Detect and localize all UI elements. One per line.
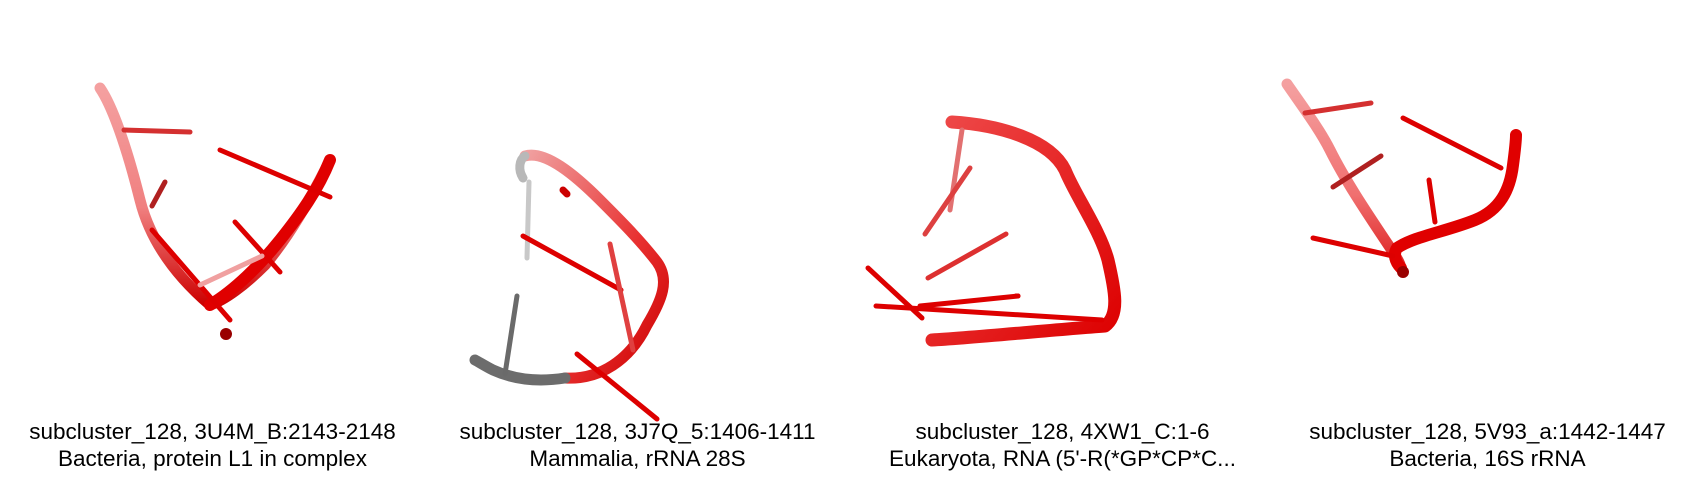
base-stick (232, 219, 283, 275)
base-stick (1302, 100, 1374, 116)
structure-subtitle: Bacteria, protein L1 in complex (58, 446, 367, 471)
base-stick (917, 293, 1021, 309)
rna-cartoon-3j7q (469, 149, 670, 422)
backbone-tube (519, 149, 670, 384)
base-stick (574, 351, 660, 422)
backbone-front (1388, 129, 1522, 274)
structure-title: subcluster_128, 3U4M_B:2143-2148 (29, 419, 396, 444)
base-stick (217, 147, 333, 200)
structure-subtitle: Mammalia, rRNA 28S (529, 446, 746, 471)
base-stick (520, 233, 624, 293)
base-stick (607, 241, 636, 353)
base-stick (1330, 153, 1384, 190)
backbone-tube (94, 82, 336, 311)
base-stick (1400, 115, 1504, 171)
base-stick (873, 303, 1105, 323)
base-stick (524, 179, 532, 261)
structure-caption: subcluster_128, 4XW1_C:1-6 Eukaryota, RN… (850, 418, 1275, 472)
terminus-cap (1397, 266, 1409, 278)
structure-title: subcluster_128, 5V93_a:1442-1447 (1309, 419, 1666, 444)
structure-title: subcluster_128, 3J7Q_5:1406-1411 (459, 419, 816, 444)
structure-caption: subcluster_128, 3U4M_B:2143-2148 Bacteri… (0, 418, 425, 472)
backbone-unaligned (515, 151, 530, 183)
rna-cartoon-4xw1 (865, 115, 1122, 347)
base-stick (1310, 235, 1396, 259)
base-stick (922, 165, 973, 237)
structure-panel-3j7q: subcluster_128, 3J7Q_5:1406-1411 Mammali… (425, 0, 850, 480)
structure-panel-5v93: subcluster_128, 5V93_a:1442-1447 Bacteri… (1275, 0, 1700, 480)
base-stick (925, 231, 1009, 281)
rna-cartoon-5v93 (1281, 78, 1522, 278)
rna-cartoon-3u4m (94, 82, 336, 340)
base-stick (1426, 177, 1438, 225)
base-stick (149, 227, 233, 323)
structure-subtitle: Eukaryota, RNA (5'-R(*GP*CP*C... (889, 446, 1236, 471)
structure-panel-4xw1: subcluster_128, 4XW1_C:1-6 Eukaryota, RN… (850, 0, 1275, 480)
base-stick (197, 253, 265, 288)
base-stick (149, 179, 168, 209)
structure-caption: subcluster_128, 3J7Q_5:1406-1411 Mammali… (425, 418, 850, 472)
base-stick (502, 293, 520, 377)
backbone-front (204, 154, 336, 311)
structure-title: subcluster_128, 4XW1_C:1-6 (915, 419, 1210, 444)
base-stick (559, 186, 571, 198)
terminus-cap (220, 328, 232, 340)
base-stick (121, 127, 193, 135)
structure-caption: subcluster_128, 5V93_a:1442-1447 Bacteri… (1275, 418, 1700, 472)
structure-subtitle: Bacteria, 16S rRNA (1389, 446, 1586, 471)
backbone-tube (925, 115, 1122, 347)
backbone-unaligned (469, 354, 571, 386)
structure-panel-3u4m: subcluster_128, 3U4M_B:2143-2148 Bacteri… (0, 0, 425, 480)
